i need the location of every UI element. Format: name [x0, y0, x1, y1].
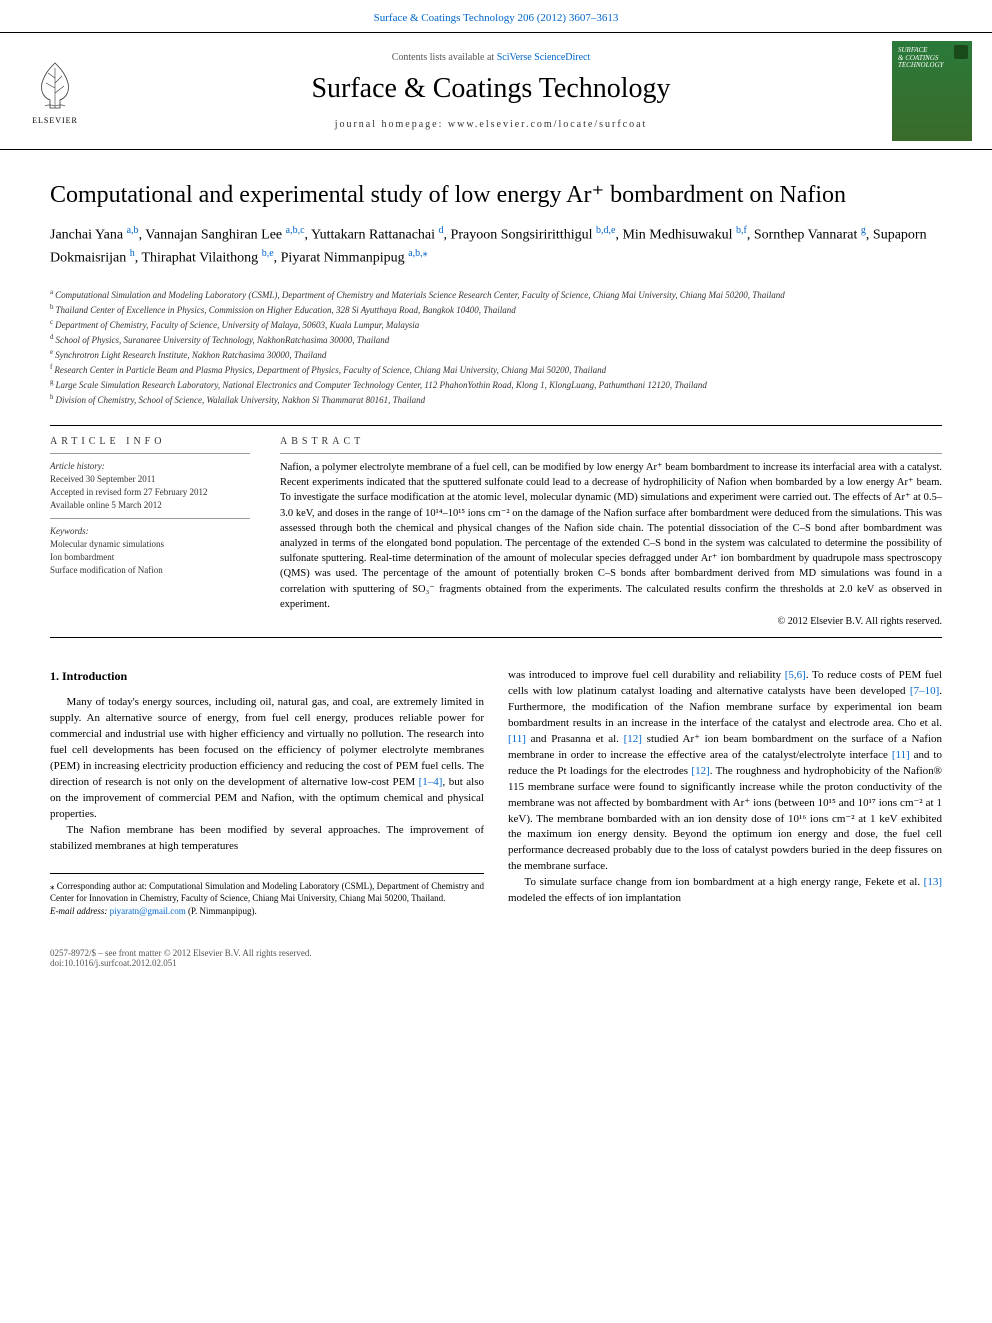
abstract-text: Nafion, a polymer electrolyte membrane o…: [280, 460, 942, 612]
homepage-prefix: journal homepage:: [335, 119, 448, 130]
info-abstract-row: ARTICLE INFO Article history: Received 3…: [0, 436, 992, 627]
affiliations: aComputational Simulation and Modeling L…: [0, 279, 992, 415]
email-label: E-mail address:: [50, 906, 110, 916]
keyword-0: Molecular dynamic simulations: [50, 538, 250, 551]
info-divider1: [50, 453, 250, 454]
info-divider2: [50, 518, 250, 519]
article-info-header: ARTICLE INFO: [50, 436, 250, 447]
ref-1-4[interactable]: [1–4]: [419, 776, 443, 788]
body-p3: was introduced to improve fuel cell dura…: [508, 668, 942, 875]
affiliation-row: cDepartment of Chemistry, Faculty of Sci…: [50, 317, 942, 332]
issn-line: 0257-8972/$ – see front matter © 2012 El…: [50, 948, 942, 958]
affiliation-row: eSynchrotron Light Research Institute, N…: [50, 347, 942, 362]
journal-cover: SURFACE & COATINGS TECHNOLOGY: [892, 41, 972, 141]
body-p1: Many of today's energy sources, includin…: [50, 695, 484, 823]
ref-11b[interactable]: [11]: [892, 749, 910, 761]
ref-5-6[interactable]: [5,6]: [785, 669, 806, 681]
body-section: 1. Introduction Many of today's energy s…: [0, 648, 992, 938]
corresponding-author: ⁎ Corresponding author at: Computational…: [50, 880, 484, 905]
abstract-divider: [280, 453, 942, 454]
two-column-body: 1. Introduction Many of today's energy s…: [50, 668, 942, 918]
homepage-url: www.elsevier.com/locate/surfcoat: [448, 119, 647, 130]
journal-name: Surface & Coatings Technology: [90, 73, 892, 105]
abstract-col: ABSTRACT Nafion, a polymer electrolyte m…: [280, 436, 942, 627]
divider-top: [50, 425, 942, 426]
abstract-copyright: © 2012 Elsevier B.V. All rights reserved…: [280, 616, 942, 627]
header-bar: ELSEVIER Contents lists available at Sci…: [0, 32, 992, 150]
affiliation-row: hDivision of Chemistry, School of Scienc…: [50, 392, 942, 407]
journal-ref-link[interactable]: Surface & Coatings Technology 206 (2012)…: [374, 12, 619, 24]
history-block: Article history: Received 30 September 2…: [50, 460, 250, 512]
cover-text: SURFACE & COATINGS TECHNOLOGY: [898, 47, 944, 70]
keyword-1: Ion bombardment: [50, 551, 250, 564]
footnote-block: ⁎ Corresponding author at: Computational…: [50, 873, 484, 918]
received-date: Received 30 September 2011: [50, 473, 250, 486]
ref-13[interactable]: [13]: [924, 876, 942, 888]
sciverse-link[interactable]: SciVerse ScienceDirect: [497, 52, 591, 63]
top-journal-link: Surface & Coatings Technology 206 (2012)…: [0, 0, 992, 32]
elsevier-logo: ELSEVIER: [20, 51, 90, 131]
body-p4: To simulate surface change from ion bomb…: [508, 875, 942, 907]
header-center: Contents lists available at SciVerse Sci…: [90, 52, 892, 130]
intro-heading: 1. Introduction: [50, 668, 484, 685]
online-date: Available online 5 March 2012: [50, 499, 250, 512]
ref-7-10[interactable]: [7–10]: [910, 685, 939, 697]
article-title: Computational and experimental study of …: [50, 180, 942, 211]
title-section: Computational and experimental study of …: [0, 150, 992, 279]
affiliation-row: dSchool of Physics, Suranaree University…: [50, 332, 942, 347]
affiliation-row: bThailand Center of Excellence in Physic…: [50, 302, 942, 317]
contents-prefix: Contents lists available at: [392, 52, 497, 63]
cover-corner-icon: [954, 45, 968, 59]
keywords-label: Keywords:: [50, 525, 250, 538]
body-p2: The Nafion membrane has been modified by…: [50, 823, 484, 855]
bottom-bar: 0257-8972/$ – see front matter © 2012 El…: [0, 938, 992, 988]
doi-line: doi:10.1016/j.surfcoat.2012.02.051: [50, 958, 942, 968]
keyword-2: Surface modification of Nafion: [50, 564, 250, 577]
email-link[interactable]: piyaratn@gmail.com: [110, 906, 186, 916]
elsevier-tree-icon: [30, 58, 80, 113]
divider-bottom: [50, 637, 942, 638]
ref-12b[interactable]: [12]: [691, 765, 709, 777]
affiliation-row: gLarge Scale Simulation Research Laborat…: [50, 377, 942, 392]
ref-11a[interactable]: [11]: [508, 733, 526, 745]
email-line: E-mail address: piyaratn@gmail.com (P. N…: [50, 905, 484, 918]
elsevier-text: ELSEVIER: [32, 116, 78, 125]
history-label: Article history:: [50, 460, 250, 473]
keywords-block: Keywords: Molecular dynamic simulations …: [50, 525, 250, 577]
accepted-date: Accepted in revised form 27 February 201…: [50, 486, 250, 499]
authors-list: Janchai Yana a,b, Vannajan Sanghiran Lee…: [50, 223, 942, 268]
affiliation-row: fResearch Center in Particle Beam and Pl…: [50, 362, 942, 377]
email-suffix: (P. Nimmanpipug).: [186, 906, 257, 916]
affiliation-row: aComputational Simulation and Modeling L…: [50, 287, 942, 302]
homepage-line: journal homepage: www.elsevier.com/locat…: [90, 119, 892, 130]
ref-12a[interactable]: [12]: [624, 733, 642, 745]
contents-line: Contents lists available at SciVerse Sci…: [90, 52, 892, 63]
article-info-col: ARTICLE INFO Article history: Received 3…: [50, 436, 250, 627]
abstract-header: ABSTRACT: [280, 436, 942, 447]
cover-line3: TECHNOLOGY: [898, 62, 944, 70]
